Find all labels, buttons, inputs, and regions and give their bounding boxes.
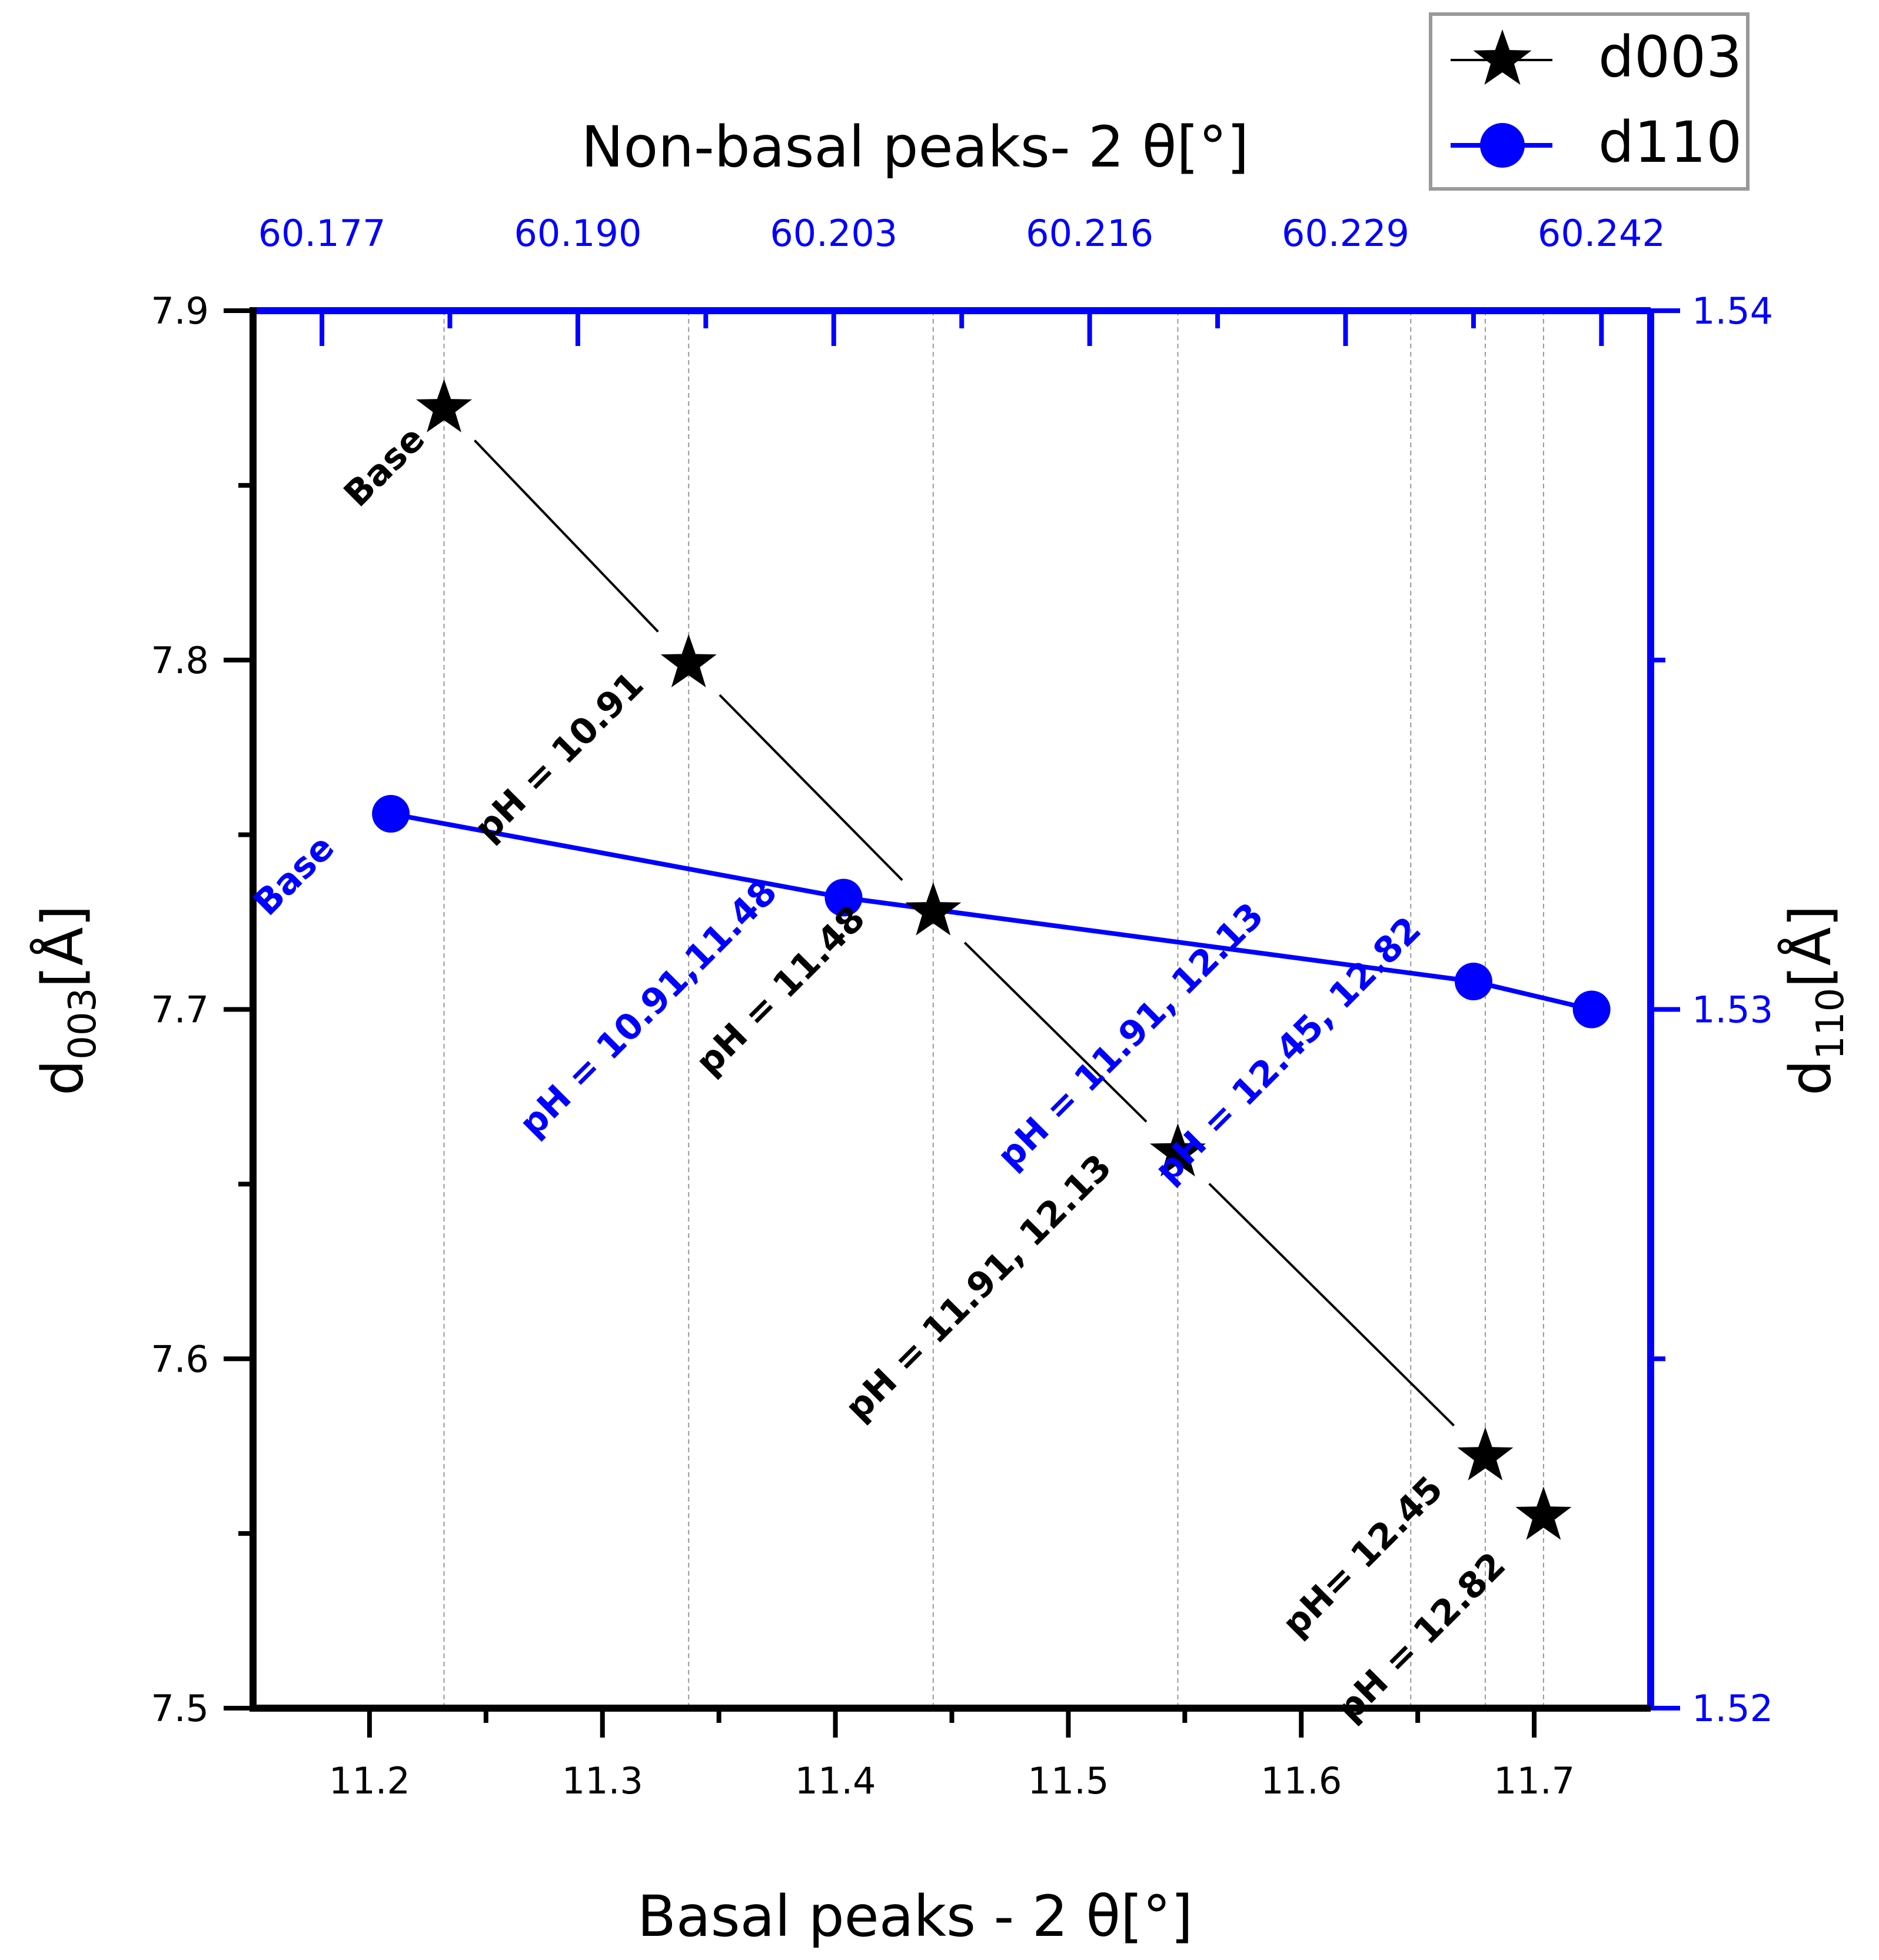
- top-tick-label-1: 60.190: [514, 212, 641, 255]
- annotation-d003-0: Base: [336, 418, 433, 515]
- left-tick-label-0: 7.5: [151, 1687, 209, 1730]
- d003-point-1: [660, 634, 717, 688]
- legend-d110-marker: [1480, 123, 1525, 168]
- d003-series-segment-1: [719, 694, 903, 881]
- right-tick-label-1: 1.53: [1692, 989, 1773, 1031]
- right-axis-title-sub: 110: [1809, 988, 1853, 1060]
- right-axis-title-unit: [Å]: [1777, 905, 1844, 988]
- bottom-tick-label-0: 11.2: [329, 1759, 410, 1802]
- annotation-d003-3: pH = 11.91, 12.13: [837, 1146, 1120, 1429]
- d110-point-3: [1572, 990, 1611, 1029]
- left-tick-label-1: 7.6: [151, 1337, 209, 1380]
- legend-box: [1429, 12, 1750, 191]
- d003-point-5: [1515, 1486, 1572, 1540]
- right-axis-title-main: d: [1778, 1060, 1844, 1096]
- d110-point-1: [824, 878, 863, 917]
- annotation-d110-0: Base: [245, 827, 342, 924]
- top-tick-label-0: 60.177: [258, 212, 386, 255]
- left-axis-title: d003[Å]: [29, 905, 105, 1096]
- top-tick-label-4: 60.229: [1282, 212, 1409, 255]
- legend-d110-label: d110: [1598, 109, 1742, 175]
- top-tick-label-3: 60.216: [1026, 212, 1153, 255]
- top-axis-title: Non-basal peaks- 2 θ[°]: [581, 114, 1249, 180]
- legend: d003 d110: [1429, 12, 1750, 191]
- left-tick-label-2: 7.7: [151, 989, 209, 1031]
- d003-point-2: [905, 882, 962, 936]
- right-tick-label-2: 1.54: [1692, 289, 1773, 332]
- d003-series-segment-3: [1208, 1183, 1455, 1427]
- bottom-tick-label-2: 11.4: [795, 1759, 876, 1802]
- d110-point-2: [1454, 963, 1492, 1000]
- d003-series-segment-0: [474, 439, 659, 633]
- bottom-tick-label-5: 11.7: [1494, 1759, 1575, 1802]
- bottom-tick-label-1: 11.3: [562, 1759, 643, 1802]
- bottom-tick-label-4: 11.6: [1261, 1759, 1342, 1802]
- bottom-axis-title: Basal peaks - 2 θ[°]: [637, 1884, 1193, 1949]
- d003-point-0: [416, 379, 473, 432]
- left-tick-label-3: 7.8: [151, 639, 209, 682]
- d110-series-line: [390, 811, 1592, 1012]
- d003-series-segment-2: [963, 941, 1148, 1123]
- left-axis-title-unit: [Å]: [29, 905, 96, 988]
- legend-d003-marker: [1473, 29, 1532, 85]
- top-tick-label-2: 60.203: [770, 212, 897, 255]
- left-axis-title-main: d: [30, 1060, 96, 1096]
- bottom-tick-label-3: 11.5: [1027, 1759, 1109, 1802]
- legend-d003-label: d003: [1598, 24, 1742, 90]
- top-tick-label-5: 60.242: [1538, 212, 1665, 255]
- right-tick-label-0: 1.52: [1692, 1687, 1773, 1730]
- d003-point-3: [1149, 1123, 1206, 1177]
- d110-point-0: [372, 795, 410, 833]
- annotation-d003-1: pH = 10.91: [467, 664, 652, 849]
- d003-point-4: [1457, 1427, 1514, 1480]
- left-axis-title-sub: 003: [61, 988, 105, 1060]
- right-axis-title: d110[Å]: [1777, 905, 1853, 1096]
- plot-area: 11.2 11.3 11.4 11.5 11.6 11.7 60.177 60.190 60.2…: [151, 212, 1773, 1802]
- left-tick-label-4: 7.9: [151, 289, 209, 332]
